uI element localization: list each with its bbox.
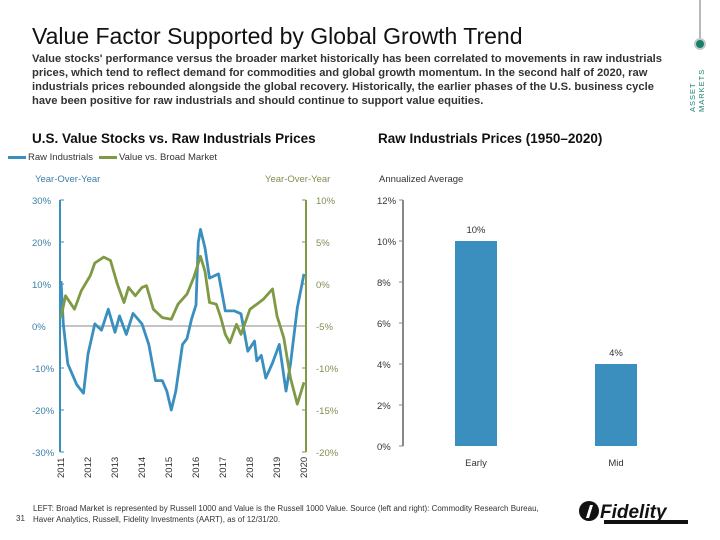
value-vs-broad-market-line — [59, 254, 306, 406]
svg-text:Fidelity: Fidelity — [600, 502, 668, 523]
line-chart: 30% 20% 10% 0% -10% -20% -30% 10% 5% 0% -5% -10% -15… — [32, 196, 339, 478]
bar-category-label: Mid — [608, 458, 623, 469]
bar-early — [455, 241, 497, 446]
bar-data-label: 10% — [466, 225, 486, 236]
footnote: LEFT: Broad Market is represented by Rus… — [33, 503, 539, 525]
page-number: 31 — [16, 514, 25, 523]
x-tick-label: 2019 — [272, 457, 283, 478]
legend-label: Raw Industrials — [28, 152, 93, 163]
left-tick-label: 20% — [32, 238, 52, 249]
left-axis-label: Year-Over-Year — [35, 174, 101, 185]
x-tick-label: 2012 — [83, 457, 94, 478]
bar-tick-label: 10% — [377, 237, 397, 248]
x-tick-label: 2020 — [299, 457, 310, 478]
bar-data-label: 4% — [609, 348, 623, 359]
line-chart-legend: Raw Industrials Value vs. Broad Market — [8, 152, 217, 163]
bar-mid — [595, 364, 637, 446]
bar-tick-label: 12% — [377, 196, 397, 207]
tag-line — [699, 0, 701, 38]
footnote-line-1: LEFT: Broad Market is represented by Rus… — [33, 504, 539, 513]
legend-label: Value vs. Broad Market — [118, 152, 217, 163]
right-tick-label: 5% — [316, 238, 330, 249]
left-tick-label: -30% — [32, 448, 55, 459]
bar-chart-title: Raw Industrials Prices (1950–2020) — [378, 131, 603, 146]
left-tick-label: -20% — [32, 406, 55, 417]
x-tick-label: 2013 — [110, 457, 121, 478]
right-tick-label: 10% — [316, 196, 336, 207]
tag-line-2: MARKETS — [697, 68, 706, 112]
x-tick-label: 2011 — [56, 458, 67, 478]
raw-industrials-line — [59, 228, 306, 412]
fidelity-logo: Fidelity — [579, 501, 688, 524]
right-tick-label: -20% — [316, 448, 339, 459]
bar-tick-label: 2% — [377, 401, 391, 412]
bar-tick-label: 0% — [377, 442, 391, 453]
x-tick-label: 2015 — [164, 457, 175, 478]
page-title: Value Factor Supported by Global Growth … — [32, 23, 523, 49]
bar-axis-label: Annualized Average — [379, 174, 464, 185]
tag-dot-icon — [694, 38, 706, 50]
bar-chart: 12% 10% 8% 6% 4% 2% 0% 10% Early 4% Mid — [377, 196, 637, 469]
right-tick-label: -5% — [316, 322, 333, 333]
bar-tick-label: 4% — [377, 360, 391, 371]
x-tick-label: 2014 — [137, 457, 148, 478]
footnote-line-2: Haver Analytics, Russell, Fidelity Inves… — [33, 515, 281, 524]
bar-tick-label: 6% — [377, 319, 391, 330]
x-tick-label: 2018 — [245, 457, 256, 478]
right-tick-label: 0% — [316, 280, 330, 291]
intro-text: Value stocks' performance versus the bro… — [32, 53, 663, 107]
right-tick-label: -10% — [316, 364, 339, 375]
left-tick-label: -10% — [32, 364, 55, 375]
left-tick-label: 30% — [32, 196, 52, 207]
x-tick-label: 2017 — [218, 457, 229, 478]
left-tick-label: 10% — [32, 280, 52, 291]
legend-swatch-value — [98, 156, 117, 159]
left-tick-label: 0% — [32, 322, 46, 333]
bar-tick-label: 8% — [377, 278, 391, 289]
legend-swatch-raw-industrials — [8, 156, 26, 159]
bar-category-label: Early — [465, 458, 487, 469]
line-chart-title: U.S. Value Stocks vs. Raw Industrials Pr… — [32, 131, 316, 146]
right-tick-label: -15% — [316, 406, 339, 417]
right-axis-label: Year-Over-Year — [265, 174, 331, 185]
x-tick-label: 2016 — [191, 457, 202, 478]
